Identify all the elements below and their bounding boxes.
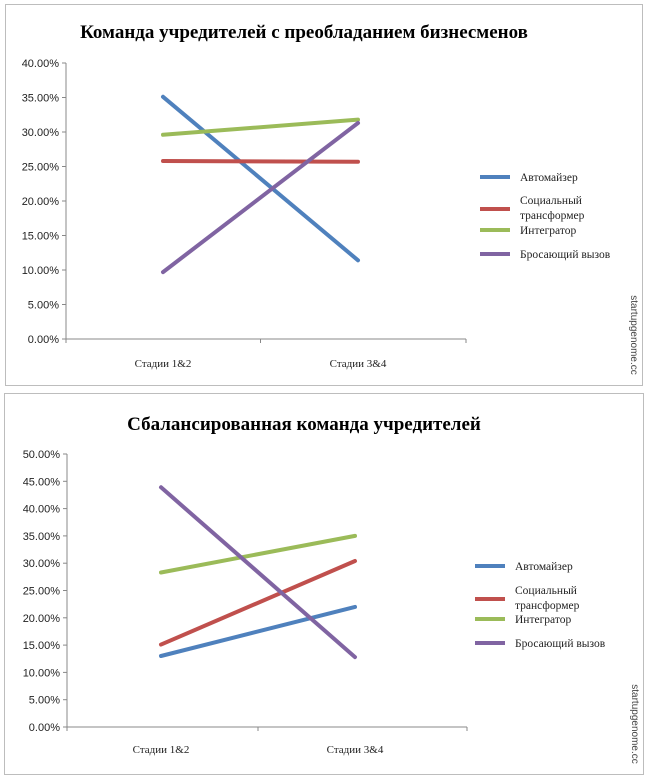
series-line-автомайзер [159,604,357,658]
y-tick-label: 10.00% [22,265,60,277]
series-line-интегратор [159,533,357,575]
series-line-бросающий-вызов [159,485,357,660]
y-tick-label: 15.00% [23,640,61,652]
y-tick-label: 30.00% [23,558,61,570]
y-tick-label: 0.00% [28,334,59,346]
line-chart-business-founders: Команда учредителей с преобладанием бизн… [22,22,639,375]
series-line-бросающий-вызов [161,121,360,275]
y-tick-label: 45.00% [23,476,61,488]
series-line-социальный-трансформер [159,559,357,647]
series-line-интегратор [161,117,360,137]
y-tick-label: 5.00% [29,695,60,707]
legend-label-интегратор: Интегратор [520,225,576,237]
y-tick-label: 40.00% [22,58,60,70]
y-tick-label: 10.00% [23,667,61,679]
y-tick-label: 20.00% [22,196,60,208]
legend-label-интегратор: Интегратор [515,614,571,626]
legend-label-социальный-трансформер: Социальный трансформер [515,585,580,612]
series-line-автомайзер [161,94,360,263]
chart-panel-founders-business: Команда учредителей с преобладанием бизн… [5,4,643,386]
x-category-label: Стадии 3&4 [327,744,384,756]
watermark-text: startupgenome.cc [629,684,640,764]
legend-label-бросающий-вызов: Бросающий вызов [520,249,611,261]
x-category-label: Стадии 1&2 [135,358,192,370]
x-category-label: Стадии 1&2 [133,744,190,756]
y-tick-label: 25.00% [22,162,60,174]
legend-label-автомайзер: Автомайзер [520,172,578,184]
y-tick-label: 20.00% [23,613,61,625]
x-category-label: Стадии 3&4 [330,358,387,370]
y-tick-label: 15.00% [22,231,60,243]
y-tick-label: 50.00% [23,449,61,461]
chart-title: Сбалансированная команда учредителей [127,414,481,435]
chart-title: Команда учредителей с преобладанием бизн… [80,22,528,43]
chart-panel-balanced-founders: Сбалансированная команда учредителей 0.00… [4,393,644,775]
legend-label-бросающий-вызов: Бросающий вызов [515,638,606,650]
legend-label-социальный-трансформер: Социальный трансформер [520,195,585,222]
legend-label-автомайзер: Автомайзер [515,561,573,573]
y-tick-label: 35.00% [23,531,61,543]
y-tick-label: 40.00% [23,504,61,516]
line-chart-balanced-founders: Сбалансированная команда учредителей 0.00… [23,414,640,764]
y-tick-label: 5.00% [28,300,59,312]
watermark-text: startupgenome.cc [628,295,639,375]
y-tick-label: 0.00% [29,722,60,734]
y-tick-label: 35.00% [22,93,60,105]
y-tick-label: 30.00% [22,127,60,139]
series-line-социальный-трансформер [161,159,360,164]
y-tick-label: 25.00% [23,586,61,598]
